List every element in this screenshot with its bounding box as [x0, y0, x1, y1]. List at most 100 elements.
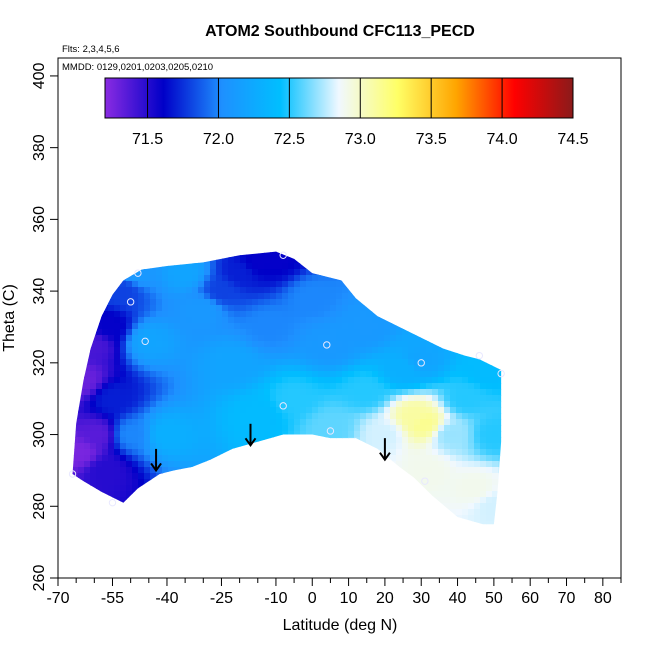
- surface-cell: [186, 377, 193, 384]
- surface-cell: [498, 515, 502, 522]
- surface-cell: [246, 395, 253, 402]
- surface-cell: [234, 257, 241, 264]
- surface-cell: [366, 419, 373, 426]
- x-tick-label: 70: [558, 590, 576, 607]
- surface-cell: [192, 401, 199, 408]
- surface-cell: [234, 347, 241, 354]
- surface-cell: [306, 461, 313, 468]
- surface-cell: [366, 299, 373, 306]
- surface-cell: [186, 425, 193, 432]
- surface-cell: [432, 413, 439, 420]
- surface-cell: [72, 287, 79, 294]
- surface-cell: [96, 263, 103, 270]
- surface-cell: [120, 263, 127, 270]
- surface-cell: [198, 365, 205, 372]
- surface-cell: [294, 293, 301, 300]
- surface-cell: [354, 257, 361, 264]
- surface-cell: [258, 311, 265, 318]
- surface-cell: [168, 479, 175, 486]
- surface-cell: [462, 455, 469, 462]
- surface-cell: [108, 371, 115, 378]
- surface-cell: [432, 371, 439, 378]
- surface-cell: [210, 401, 217, 408]
- y-tick-label: 340: [31, 278, 48, 305]
- surface-cell: [150, 335, 157, 342]
- surface-cell: [456, 299, 463, 306]
- surface-cell: [270, 419, 277, 426]
- surface-cell: [78, 443, 85, 450]
- surface-cell: [96, 371, 103, 378]
- surface-cell: [468, 449, 475, 456]
- surface-cell: [474, 365, 481, 372]
- surface-cell: [132, 371, 139, 378]
- surface-cell: [312, 443, 319, 450]
- surface-cell: [234, 317, 241, 324]
- surface-cell: [72, 467, 79, 474]
- surface-cell: [372, 515, 379, 522]
- surface-cell: [282, 389, 289, 396]
- surface-cell: [420, 395, 427, 402]
- surface-cell: [258, 389, 265, 396]
- surface-cell: [390, 377, 397, 384]
- surface-cell: [282, 317, 289, 324]
- surface-cell: [294, 419, 301, 426]
- surface-cell: [222, 497, 229, 504]
- surface-cell: [372, 341, 379, 348]
- surface-cell: [348, 485, 355, 492]
- surface-cell: [234, 461, 241, 468]
- surface-cell: [480, 437, 487, 444]
- surface-cell: [72, 497, 79, 504]
- surface-cell: [174, 257, 181, 264]
- surface-cell: [186, 281, 193, 288]
- surface-cell: [96, 323, 103, 330]
- surface-cell: [432, 281, 439, 288]
- surface-cell: [486, 371, 493, 378]
- surface-cell: [378, 299, 385, 306]
- surface-cell: [408, 437, 415, 444]
- surface-cell: [198, 425, 205, 432]
- surface-cell: [300, 329, 307, 336]
- surface-cell: [276, 347, 283, 354]
- surface-cell: [366, 335, 373, 342]
- surface-cell: [132, 401, 139, 408]
- surface-cell: [312, 287, 319, 294]
- surface-cell: [486, 395, 493, 402]
- surface-cell: [288, 335, 295, 342]
- surface-cell: [198, 449, 205, 456]
- surface-cell: [426, 431, 433, 438]
- surface-cell: [456, 485, 463, 492]
- surface-cell: [234, 515, 241, 522]
- surface-cell: [330, 509, 337, 516]
- surface-cell: [486, 251, 493, 258]
- surface-cell: [432, 287, 439, 294]
- surface-cell: [102, 413, 109, 420]
- surface-cell: [318, 383, 325, 390]
- surface-cell: [366, 341, 373, 348]
- surface-cell: [96, 503, 103, 510]
- surface-cell: [474, 443, 481, 450]
- surface-cell: [144, 269, 151, 276]
- surface-cell: [438, 449, 445, 456]
- surface-cell: [282, 407, 289, 414]
- surface-cell: [174, 419, 181, 426]
- surface-cell: [102, 317, 109, 324]
- surface-cell: [384, 443, 391, 450]
- surface-cell: [114, 377, 121, 384]
- surface-cell: [228, 377, 235, 384]
- surface-cell: [294, 401, 301, 408]
- surface-cell: [174, 353, 181, 360]
- surface-cell: [252, 515, 259, 522]
- surface-cell: [324, 281, 331, 288]
- surface-cell: [438, 335, 445, 342]
- surface-cell: [96, 299, 103, 306]
- surface-cell: [204, 353, 211, 360]
- surface-cell: [432, 503, 439, 510]
- surface-cell: [246, 305, 253, 312]
- surface-cell: [480, 473, 487, 480]
- surface-cell: [156, 503, 163, 510]
- surface-cell: [426, 419, 433, 426]
- surface-cell: [84, 257, 91, 264]
- surface-cell: [186, 395, 193, 402]
- surface-cell: [342, 263, 349, 270]
- surface-cell: [408, 443, 415, 450]
